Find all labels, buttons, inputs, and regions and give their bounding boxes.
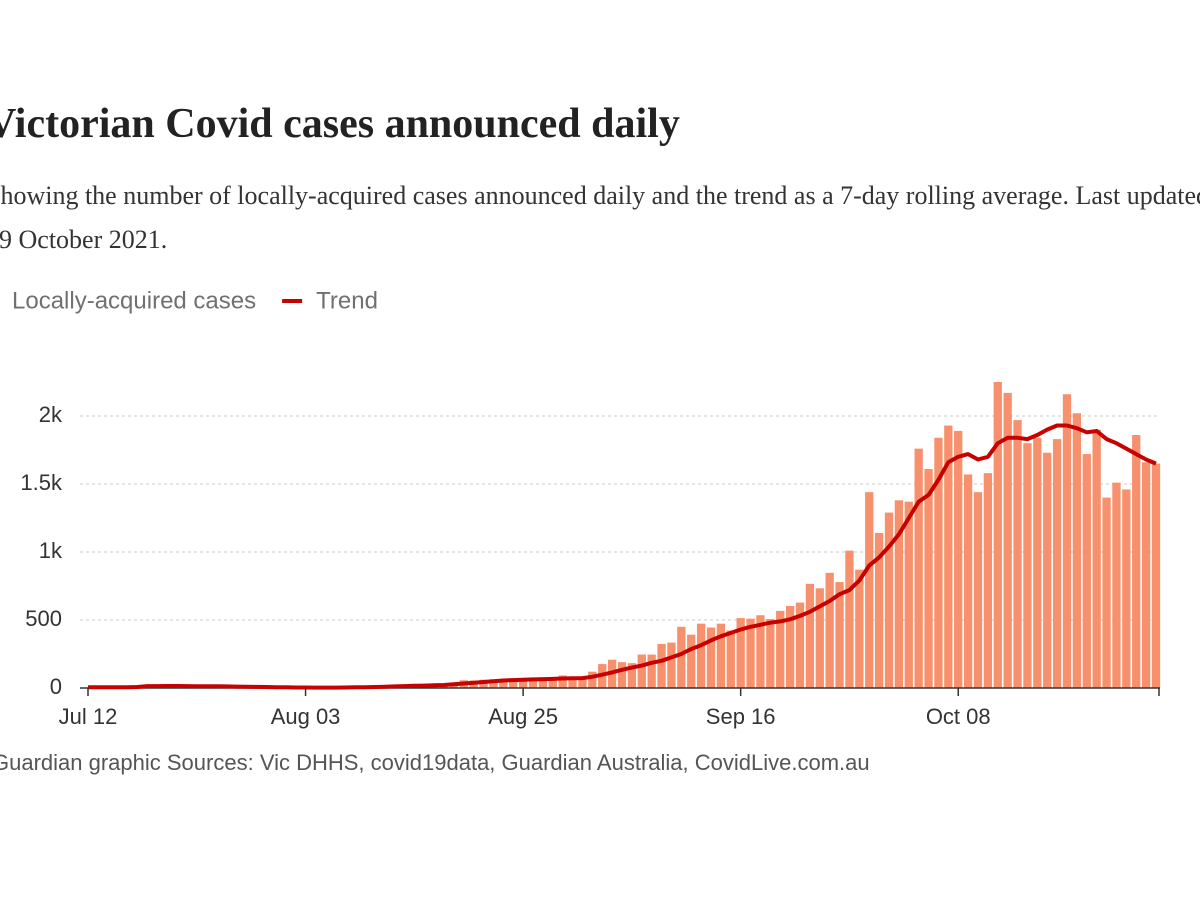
bar [815, 588, 824, 688]
y-tick-label: 1k [39, 538, 63, 563]
bar [805, 583, 815, 688]
bar [449, 684, 459, 688]
bar [518, 678, 528, 688]
bar [548, 678, 557, 688]
source-note: Guardian graphic Sources: Vic DHHS, covi… [0, 750, 870, 775]
bar [558, 675, 567, 688]
bar [785, 605, 795, 688]
y-tick-label: 500 [25, 606, 62, 631]
bar [993, 382, 1002, 688]
bar [736, 618, 745, 688]
bar [973, 492, 983, 688]
bar [696, 623, 706, 688]
bar [746, 618, 755, 688]
legend-label: Trend [316, 287, 378, 314]
bar [617, 662, 627, 688]
y-tick-label: 2k [39, 402, 63, 427]
x-tick-label: Sep 16 [706, 704, 776, 729]
bar [1092, 429, 1101, 688]
bar [1072, 413, 1082, 688]
bar [904, 501, 913, 688]
bar [795, 602, 805, 688]
y-tick-label: 0 [50, 674, 62, 699]
y-tick-label: 1.5k [20, 470, 63, 495]
chart-subtitle: Showing the number of locally-acquired c… [0, 181, 1200, 254]
bar [687, 634, 696, 688]
bar [983, 473, 993, 688]
bar [1122, 489, 1131, 688]
bar [499, 679, 508, 688]
bar [825, 572, 834, 688]
bar [588, 671, 597, 688]
bar [894, 500, 904, 688]
bar [944, 425, 953, 688]
x-tick-label: Oct 08 [926, 704, 991, 729]
bar [1132, 435, 1141, 688]
bar [1082, 454, 1091, 688]
bar [766, 619, 775, 688]
bar [963, 474, 973, 688]
trend-line [88, 423, 1157, 690]
x-tick-label: Aug 25 [488, 704, 558, 729]
bar [1062, 394, 1072, 688]
x-tick-label: Jul 12 [59, 704, 118, 729]
bar [726, 630, 735, 688]
bar [1112, 482, 1121, 688]
bar [627, 663, 637, 688]
bar [1102, 497, 1111, 688]
bar [637, 654, 646, 688]
bar [845, 550, 854, 688]
bar [509, 679, 518, 688]
bar [874, 532, 884, 688]
bar [1052, 439, 1062, 688]
bar [538, 677, 548, 688]
bar [776, 610, 785, 688]
bar [657, 643, 666, 688]
x-tick-label: Aug 03 [271, 704, 341, 729]
bar [855, 569, 864, 688]
bar [954, 430, 963, 688]
bar [1013, 420, 1022, 688]
bar [924, 469, 933, 688]
chart-title: Victorian Covid cases announced daily [0, 101, 680, 147]
bar [647, 654, 656, 688]
bar [1151, 463, 1161, 688]
bar [667, 642, 676, 688]
bar [489, 679, 498, 688]
bar [716, 623, 726, 688]
bar [578, 678, 587, 688]
bar [865, 492, 874, 688]
bar [677, 626, 686, 688]
bar [1023, 443, 1032, 688]
bar [934, 437, 943, 688]
bar [1003, 392, 1012, 688]
legend-label: Locally-acquired cases [12, 287, 256, 314]
bar [1141, 462, 1151, 688]
bar [1043, 452, 1052, 688]
bar [528, 679, 538, 688]
bar [568, 677, 577, 688]
bar [835, 582, 844, 688]
bar [914, 448, 923, 688]
bar [1033, 437, 1042, 688]
bar [884, 512, 894, 688]
bar [756, 615, 765, 688]
bar [706, 627, 716, 688]
